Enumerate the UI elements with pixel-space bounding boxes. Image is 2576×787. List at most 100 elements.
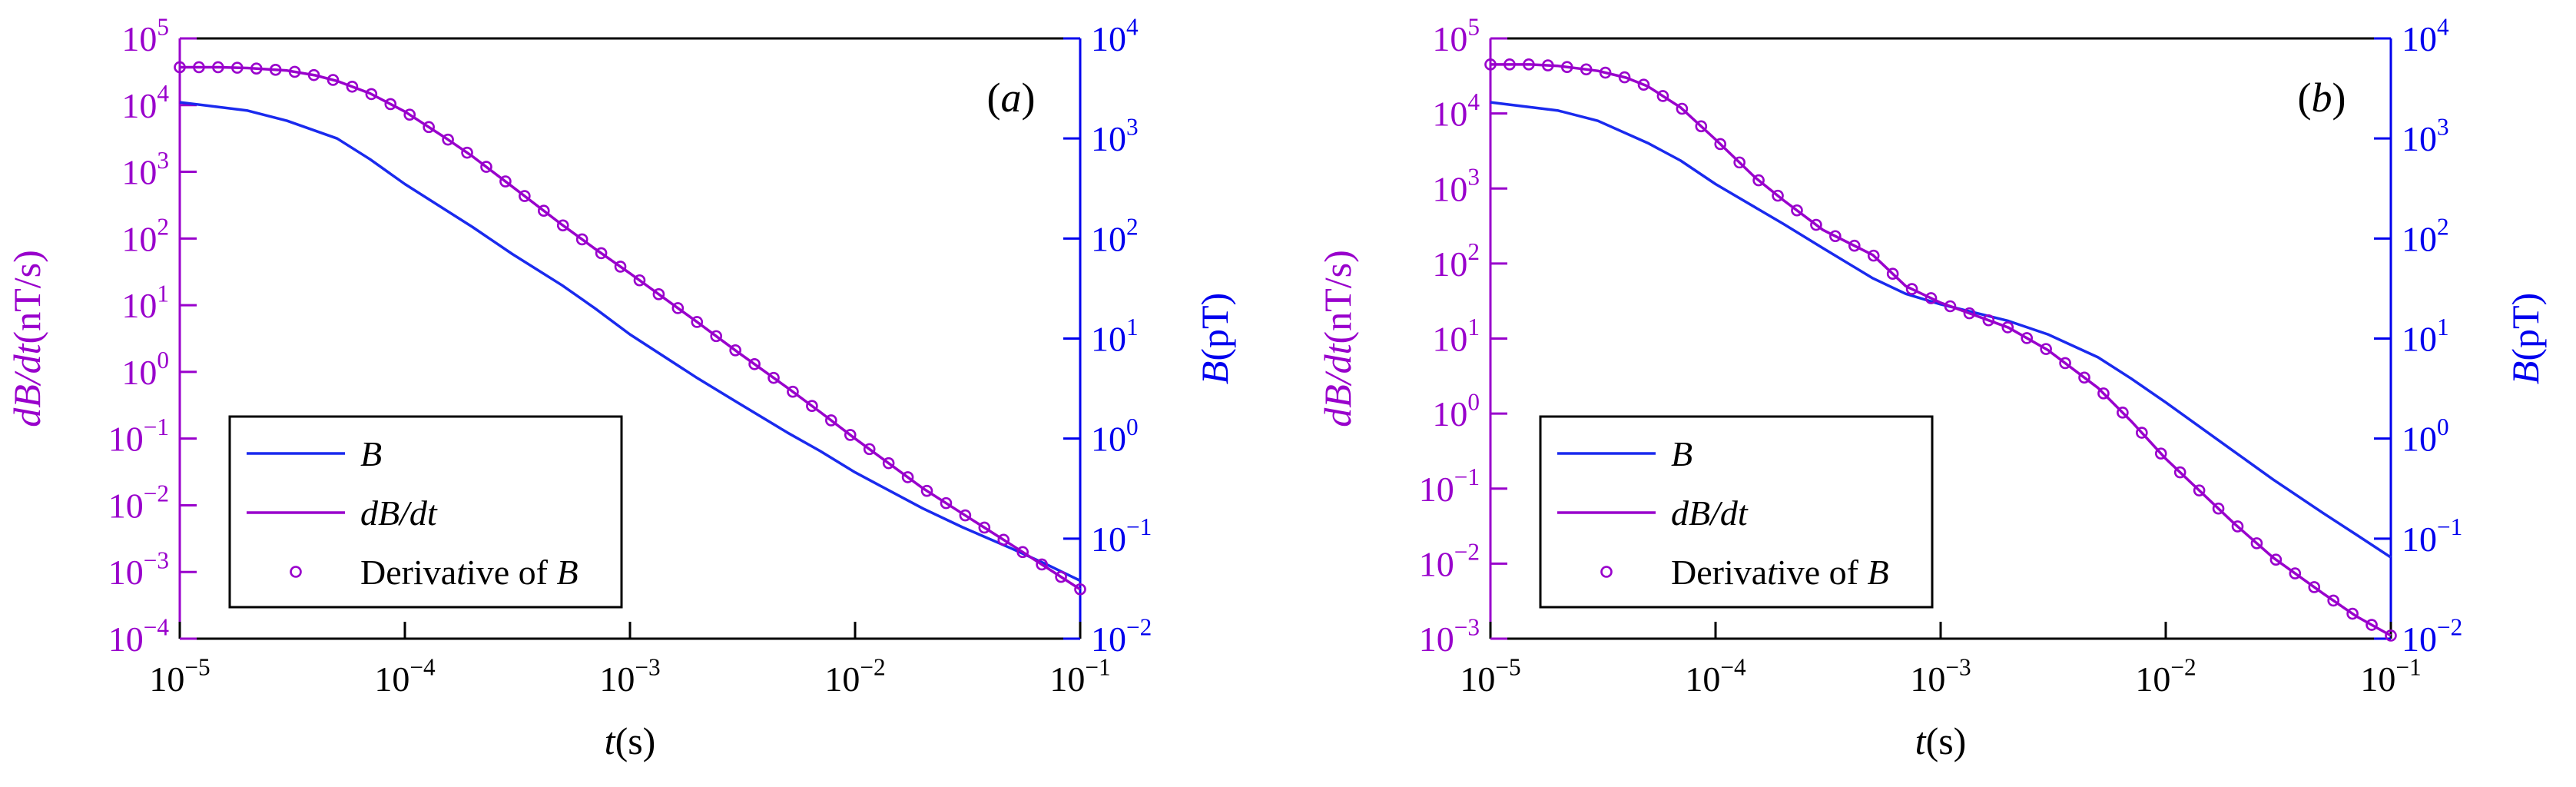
series-b-line: [179, 101, 1081, 583]
derivative-marker: [2001, 321, 2014, 334]
derivative-marker: [2059, 357, 2071, 370]
derivative-marker: [1925, 292, 1938, 304]
derivative-marker: [1886, 267, 1899, 281]
right-y-tick-label: 10−1: [1091, 513, 1152, 559]
derivative-marker: [748, 357, 761, 370]
derivative-marker: [1752, 174, 1765, 187]
left-y-tick-label: 105: [121, 13, 169, 58]
derivative-marker: [997, 533, 1010, 546]
derivative-marker: [2231, 520, 2244, 533]
derivative-marker: [1733, 156, 1746, 169]
derivative-marker: [1503, 58, 1516, 71]
derivative-marker: [2385, 629, 2397, 642]
left-y-tick-label: 103: [1432, 164, 1480, 209]
derivative-marker: [519, 190, 531, 202]
derivative-marker: [1074, 583, 1086, 596]
derivative-marker: [2021, 332, 2034, 344]
derivative-marker: [250, 62, 263, 75]
left-y-tick-label: 10−2: [108, 480, 169, 526]
derivative-marker: [1542, 59, 1554, 71]
derivative-marker: [1810, 218, 1822, 231]
legend-entry-label: Derivative of B: [360, 553, 579, 592]
left-y-tick-label: 102: [121, 214, 169, 259]
derivative-marker: [671, 302, 685, 314]
right-y-tick-label: 100: [2402, 413, 2449, 459]
derivative-marker: [537, 204, 550, 218]
left-y-tick-label: 102: [1432, 238, 1480, 284]
derivative-marker: [499, 175, 512, 188]
left-y-tick-label: 10−3: [1419, 613, 1480, 659]
x-axis-title: t(s): [605, 719, 656, 762]
derivative-marker: [2193, 484, 2206, 496]
derivative-marker: [691, 316, 704, 328]
derivative-marker: [1695, 120, 1708, 133]
derivative-marker: [1484, 58, 1497, 71]
x-tick-label: 10−1: [1049, 653, 1110, 699]
right-y-tick-label: 10−2: [2402, 613, 2462, 659]
derivative-marker: [288, 65, 301, 78]
x-tick-label: 10−3: [599, 653, 660, 699]
derivative-marker: [423, 121, 435, 134]
left-y-tick-label: 104: [1432, 88, 1480, 134]
derivative-marker: [480, 161, 492, 173]
legend: BdB/dt Derivative of B: [1539, 415, 1934, 609]
left-y-tick-label: 10−1: [108, 413, 169, 459]
derivative-marker: [1714, 138, 1727, 151]
legend: BdB/dt Derivative of B: [228, 415, 623, 609]
right-y-tick-label: 101: [2402, 314, 2449, 359]
panel-label: (a): [987, 75, 1036, 121]
derivative-marker: [978, 521, 991, 534]
derivative-marker: [1656, 90, 1669, 102]
derivative-marker: [2250, 537, 2263, 550]
derivative-marker: [193, 61, 205, 74]
x-axis-title: t(s): [1915, 719, 1967, 762]
chart-panel-b: 10−5 10−4 10−3 10−2 10−110−310−210−110010110…: [1316, 13, 2547, 762]
panel-label: (b): [2298, 75, 2346, 121]
right-y-tick-label: 102: [2402, 214, 2449, 259]
left-y-tick-label: 105: [1432, 13, 1480, 58]
derivative-marker: [2097, 387, 2110, 400]
left-y-tick-label: 10−2: [1419, 539, 1480, 584]
derivative-marker: [2346, 607, 2359, 620]
legend-entry-label: dB/dt: [360, 493, 438, 533]
derivative-marker: [806, 400, 818, 412]
derivative-marker: [1036, 558, 1048, 571]
derivative-marker: [365, 88, 378, 101]
derivative-marker: [269, 64, 282, 76]
derivative-marker: [212, 61, 224, 74]
derivative-marker: [2136, 427, 2148, 439]
derivative-marker: [767, 371, 780, 384]
derivative-marker: [901, 471, 914, 483]
derivative-marker: [1867, 249, 1880, 262]
left-y-axis-title: dB/dt(nT/s): [1316, 250, 1359, 427]
derivative-marker: [787, 385, 799, 398]
derivative-marker: [2365, 619, 2378, 631]
derivative-marker: [384, 98, 397, 111]
derivative-marker: [882, 457, 895, 470]
derivative-marker: [940, 496, 953, 510]
derivative-marker: [2327, 594, 2339, 607]
derivative-marker: [920, 484, 933, 497]
right-y-tick-label: 100: [1091, 413, 1139, 459]
derivative-marker: [729, 344, 741, 357]
derivative-marker: [307, 68, 320, 81]
derivative-marker: [2212, 502, 2225, 515]
derivative-marker: [1963, 307, 1976, 320]
legend-entry-label: dB/dt: [1671, 493, 1749, 533]
derivative-marker: [710, 330, 723, 343]
left-y-tick-label: 100: [121, 347, 169, 392]
derivative-marker: [614, 261, 627, 273]
x-tick-label: 10−5: [1460, 653, 1520, 699]
derivative-marker: [403, 108, 416, 121]
left-y-tick-label: 10−4: [108, 613, 170, 659]
derivative-marker: [863, 443, 876, 456]
left-y-tick-label: 103: [121, 147, 169, 192]
left-y-tick-label: 101: [121, 280, 169, 325]
derivative-marker: [652, 288, 665, 301]
right-y-tick-label: 103: [2402, 113, 2449, 158]
derivative-marker: [575, 233, 588, 246]
derivative-marker: [1560, 61, 1573, 74]
derivative-marker: [174, 61, 186, 74]
right-y-axis-title: B(pT): [1193, 293, 1236, 384]
